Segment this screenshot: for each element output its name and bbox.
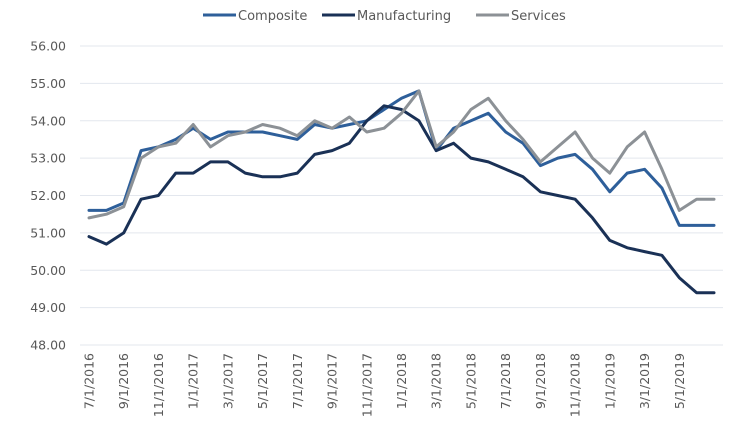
- x-axis-ticks: 7/1/2016 9/1/2016 11/1/2016 1/1/2017 3/1/201…: [82, 353, 687, 417]
- legend: Composite Manufacturing Services: [203, 9, 566, 24]
- x-tick-label: 1/1/2018: [394, 353, 409, 409]
- x-tick-label: 7/1/2017: [290, 353, 305, 409]
- x-tick-label: 9/1/2016: [116, 353, 131, 409]
- x-tick-label: 7/1/2016: [82, 353, 97, 409]
- y-tick-label: 56.00: [30, 39, 66, 54]
- x-tick-label: 3/1/2019: [637, 353, 652, 409]
- legend-label: Services: [511, 9, 566, 24]
- x-tick-label: 11/1/2016: [151, 353, 166, 417]
- x-tick-label: 5/1/2017: [255, 353, 270, 409]
- legend-label: Manufacturing: [357, 9, 451, 24]
- legend-item-services: Services: [476, 9, 566, 24]
- x-tick-label: 9/1/2018: [533, 353, 548, 409]
- series-line-services: [87, 89, 716, 220]
- legend-item-composite: Composite: [203, 9, 307, 24]
- x-tick-label: 5/1/2019: [672, 353, 687, 409]
- legend-item-manufacturing: Manufacturing: [322, 9, 451, 24]
- x-tick-label: 3/1/2018: [429, 353, 444, 409]
- y-tick-label: 48.00: [30, 338, 66, 353]
- x-tick-label: 1/1/2019: [602, 353, 617, 409]
- y-tick-label: 49.00: [30, 300, 66, 315]
- y-tick-label: 55.00: [30, 76, 66, 91]
- x-tick-label: 7/1/2018: [498, 353, 513, 409]
- x-tick-label: 11/1/2018: [568, 353, 583, 417]
- x-tick-label: 3/1/2017: [220, 353, 235, 409]
- y-tick-label: 50.00: [30, 263, 66, 278]
- x-tick-label: 1/1/2017: [186, 353, 201, 409]
- y-tick-label: 51.00: [30, 225, 66, 240]
- y-tick-label: 53.00: [30, 151, 66, 166]
- x-tick-label: 11/1/2017: [359, 353, 374, 417]
- y-axis-ticks: 48.00 49.00 50.00 51.00 52.00 53.00 54.00 55.00…: [30, 39, 66, 353]
- series-line-composite: [87, 89, 716, 227]
- gridlines: [80, 45, 723, 346]
- y-tick-label: 54.00: [30, 113, 66, 128]
- y-tick-label: 52.00: [30, 188, 66, 203]
- x-tick-label: 5/1/2018: [463, 353, 478, 409]
- legend-label: Composite: [238, 9, 307, 24]
- x-tick-label: 9/1/2017: [325, 353, 340, 409]
- series-lines: [87, 89, 716, 295]
- series-line-manufacturing: [87, 104, 716, 295]
